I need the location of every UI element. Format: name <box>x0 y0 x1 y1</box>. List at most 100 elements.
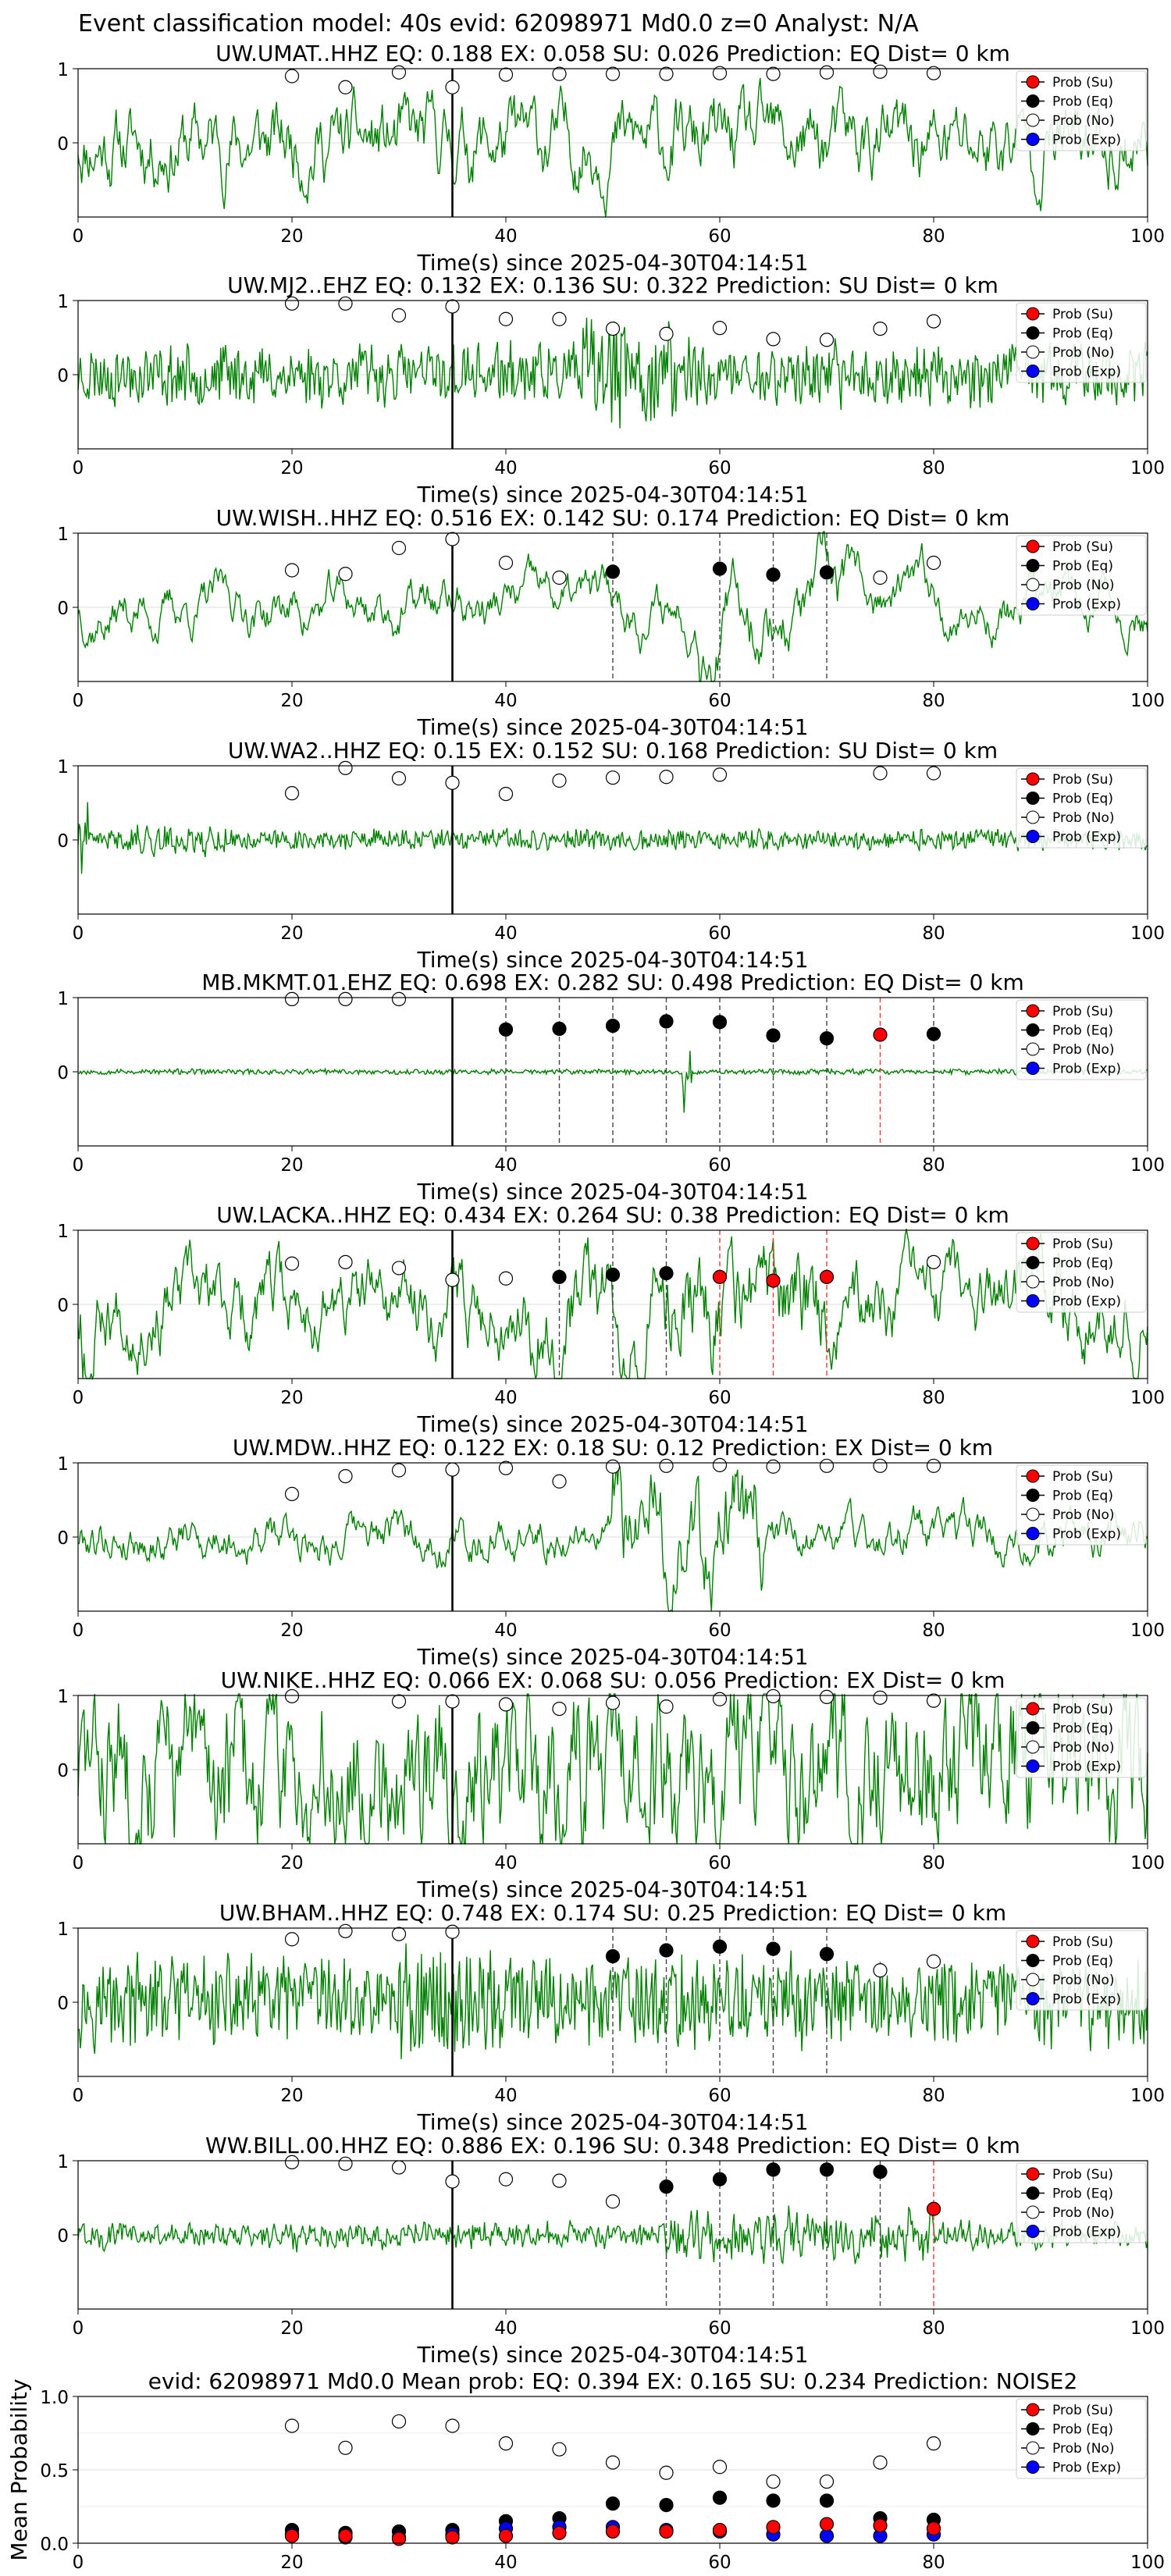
legend-marker-2 <box>1026 2441 1040 2455</box>
mean-prob-marker-0 <box>338 2528 353 2543</box>
waveform-panel-1: UW.MJ2..EHZ EQ: 0.132 EX: 0.136 SU: 0.32… <box>57 272 1165 507</box>
x-tick-label: 40 <box>494 2553 517 2573</box>
y-tick-label: 1 <box>57 292 69 312</box>
x-axis-label: Time(s) since 2025-04-30T04:14:51 <box>416 482 808 507</box>
legend-label-1: Prob (Eq) <box>1052 326 1113 342</box>
y-tick-label: 0 <box>57 1761 69 1781</box>
prob-eq-marker <box>552 1021 567 1037</box>
x-tick-label: 0 <box>73 226 84 247</box>
legend-marker-1 <box>1026 559 1040 572</box>
legend-marker-1 <box>1026 94 1040 108</box>
prob-eq-marker <box>498 1022 514 1037</box>
legend-box <box>1016 1930 1147 2011</box>
prob-no-marker <box>445 2174 460 2189</box>
legend-label-0: Prob (Su) <box>1052 1236 1113 1252</box>
x-tick-label: 80 <box>922 1853 945 1873</box>
prob-no-marker <box>926 66 941 80</box>
prob-no-marker <box>552 570 567 585</box>
legend-marker-0 <box>1026 539 1040 553</box>
x-tick-label: 40 <box>494 1155 517 1176</box>
mean-prob-marker-2 <box>338 2440 353 2455</box>
x-tick-label: 80 <box>922 1155 945 1176</box>
legend-label-3: Prob (Exp) <box>1052 2225 1121 2240</box>
legend-marker-2 <box>1026 345 1040 359</box>
legend-label-0: Prob (Su) <box>1052 1469 1113 1485</box>
prob-no-marker <box>338 991 353 1007</box>
legend-marker-3 <box>1026 1527 1040 1540</box>
mean-prob-marker-2 <box>284 2418 300 2433</box>
legend-marker-3 <box>1026 133 1040 146</box>
prob-no-marker <box>391 771 407 786</box>
prob-no-marker <box>552 1702 567 1717</box>
prob-no-marker <box>284 991 300 1007</box>
x-tick-label: 20 <box>280 1621 303 1641</box>
legend-marker-3 <box>1026 597 1040 610</box>
panel-title: MB.MKMT.01.EHZ EQ: 0.698 EX: 0.282 SU: 0… <box>201 970 1024 995</box>
prob-no-marker <box>926 314 941 329</box>
seismic-waveform <box>77 802 1148 874</box>
x-axis-label: Time(s) since 2025-04-30T04:14:51 <box>416 1179 808 1204</box>
y-tick-label: 1 <box>57 2152 69 2172</box>
x-tick-label: 40 <box>494 2318 517 2339</box>
prob-su-marker <box>766 1273 781 1288</box>
x-tick-label: 0 <box>73 458 84 479</box>
legend-marker-0 <box>1026 1702 1040 1716</box>
y-tick-label: 0 <box>57 366 69 386</box>
legend-marker-0 <box>1026 307 1040 321</box>
legend-marker-0 <box>1026 1236 1040 1251</box>
legend-label-0: Prob (Su) <box>1052 539 1113 555</box>
prob-no-marker <box>338 1468 353 1484</box>
mean-prob-marker-2 <box>605 2455 621 2470</box>
legend-label-2: Prob (No) <box>1052 113 1115 129</box>
x-tick-label: 0 <box>73 1388 84 1408</box>
x-tick-label: 20 <box>280 226 303 247</box>
prob-no-marker <box>766 332 781 347</box>
mean-prob-marker-0 <box>445 2530 460 2545</box>
legend-marker-3 <box>1026 830 1040 843</box>
mean-prob-marker-1 <box>819 2493 835 2508</box>
prob-no-marker <box>338 1254 353 1269</box>
prob-no-marker <box>338 296 353 311</box>
x-tick-label: 80 <box>922 1621 945 1641</box>
y-tick-label: 1.0 <box>40 2388 69 2408</box>
prob-eq-marker <box>873 2165 888 2179</box>
panel-title: UW.WISH..HHZ EQ: 0.516 EX: 0.142 SU: 0.1… <box>216 505 1010 531</box>
x-tick-label: 80 <box>922 458 945 479</box>
prob-no-marker <box>284 1688 300 1704</box>
prob-eq-marker <box>659 2179 674 2194</box>
y-tick-label: 1 <box>57 60 69 80</box>
x-tick-label: 100 <box>1130 1853 1165 1873</box>
mean-prob-marker-0 <box>873 2518 888 2533</box>
mean-prob-marker-0 <box>712 2522 728 2538</box>
legend-label-0: Prob (Su) <box>1052 307 1113 322</box>
x-tick-label: 20 <box>280 1853 303 1873</box>
prob-eq-marker <box>605 1949 621 1964</box>
prob-no-marker <box>819 1689 835 1704</box>
x-tick-label: 60 <box>708 1155 731 1176</box>
figure-title: Event classification model: 40s evid: 62… <box>78 10 919 37</box>
prob-no-marker <box>338 1923 353 1938</box>
legend-marker-0 <box>1026 1469 1040 1483</box>
prob-eq-marker <box>766 2162 781 2177</box>
prob-no-marker <box>873 1458 888 1473</box>
prob-no-marker <box>498 1461 514 1475</box>
legend-label-2: Prob (No) <box>1052 345 1115 361</box>
x-tick-label: 80 <box>922 2086 945 2106</box>
prob-no-marker <box>605 66 621 81</box>
prob-no-marker <box>284 1256 300 1271</box>
legend-marker-3 <box>1026 1062 1040 1075</box>
legend-marker-3 <box>1026 2460 1040 2474</box>
x-axis-label: Time(s) since 2025-04-30T04:14:51 <box>416 2109 808 2135</box>
prob-no-marker <box>445 775 460 790</box>
x-tick-label: 100 <box>1130 1155 1165 1176</box>
x-tick-label: 20 <box>280 691 303 711</box>
x-tick-label: 80 <box>922 2553 945 2573</box>
legend-marker-3 <box>1026 1759 1040 1773</box>
legend-label-1: Prob (Eq) <box>1052 1721 1113 1737</box>
x-tick-label: 60 <box>708 1621 731 1641</box>
legend-box <box>1016 1464 1147 1546</box>
mean-prob-marker-0 <box>284 2528 300 2543</box>
legend-marker-1 <box>1026 326 1040 340</box>
prob-su-marker <box>819 1269 835 1284</box>
